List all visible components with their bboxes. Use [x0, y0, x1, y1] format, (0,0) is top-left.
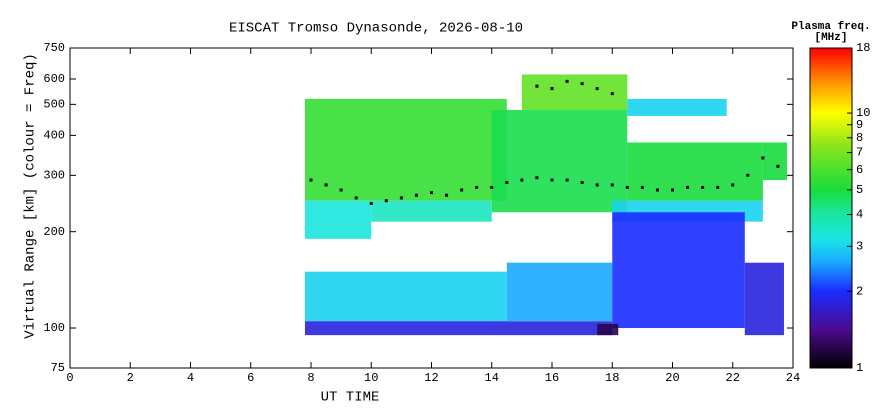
- trace-point: [309, 178, 313, 182]
- colorbar-tick-label: 6: [856, 163, 863, 177]
- x-tick-label: 6: [247, 371, 254, 385]
- echo-region: [506, 262, 613, 322]
- echo-region: [627, 142, 763, 201]
- echo-region: [304, 98, 507, 201]
- trace-point: [490, 185, 494, 189]
- colorbar-tick-label: 10: [856, 106, 870, 120]
- colorbar-tick-label: 5: [856, 183, 863, 197]
- colorbar-title: Plasma freq.: [791, 21, 870, 33]
- echo-region: [371, 200, 492, 222]
- colorbar-unit: [MHz]: [814, 32, 847, 44]
- echo-region: [597, 323, 619, 336]
- colorbar-tick-label: 2: [856, 284, 863, 298]
- trace-point: [625, 185, 629, 189]
- colorbar-tick-label: 1: [856, 361, 863, 375]
- trace-point: [550, 178, 554, 182]
- trace-point: [399, 196, 403, 200]
- trace-point: [686, 185, 690, 189]
- trace-point: [339, 188, 343, 192]
- trace-point: [565, 178, 569, 182]
- x-tick-label: 2: [127, 371, 134, 385]
- trace-point: [580, 82, 584, 86]
- x-tick-label: 24: [786, 371, 800, 385]
- echo-region: [627, 98, 727, 116]
- trace-point: [550, 87, 554, 91]
- echo-region: [744, 262, 784, 336]
- trace-point: [595, 87, 599, 91]
- x-axis-label: UT TIME: [321, 390, 380, 406]
- colorbar-tick-label: 3: [856, 240, 863, 254]
- trace-point: [716, 185, 720, 189]
- trace-point: [671, 188, 674, 192]
- trace-point: [354, 196, 358, 200]
- echo-region: [304, 271, 507, 322]
- trace-point: [430, 191, 433, 195]
- trace-point: [520, 178, 524, 182]
- echo-region: [491, 110, 628, 213]
- x-tick-label: 0: [66, 371, 73, 385]
- trace-point: [610, 92, 614, 96]
- trace-point: [384, 199, 388, 203]
- trace-point: [580, 180, 584, 184]
- colorbar-tick-label: 7: [856, 146, 863, 160]
- trace-point: [324, 183, 328, 187]
- trace-point: [414, 193, 418, 197]
- trace-point: [731, 183, 735, 187]
- y-axis-label: Virtual Range [km] (colour = Freq): [23, 53, 39, 339]
- trace-point: [505, 180, 509, 184]
- colorbar-tick-label: 18: [856, 41, 870, 55]
- trace-point: [535, 84, 539, 88]
- x-tick-label: 12: [424, 371, 438, 385]
- trace-point: [460, 188, 464, 192]
- x-tick-label: 4: [187, 371, 194, 385]
- x-tick-label: 14: [485, 371, 499, 385]
- trace-point: [369, 201, 373, 205]
- echo-region: [304, 321, 613, 336]
- echo-region: [612, 212, 745, 329]
- y-tick-label: 600: [43, 72, 65, 86]
- echo-region: [304, 200, 372, 239]
- trace-point: [475, 185, 479, 189]
- x-tick-label: 10: [364, 371, 378, 385]
- echo-region: [521, 74, 628, 111]
- y-tick-label: 400: [43, 129, 65, 143]
- colorbar-tick-label: 4: [856, 208, 863, 222]
- y-tick-label: 100: [43, 321, 65, 335]
- y-tick-label: 75: [51, 361, 65, 375]
- trace-point: [595, 183, 599, 187]
- x-tick-label: 18: [605, 371, 619, 385]
- x-tick-label: 20: [665, 371, 679, 385]
- colorbar-tick-label: 8: [856, 131, 863, 145]
- trace-point: [640, 185, 644, 189]
- chart-title: EISCAT Tromso Dynasonde, 2026-08-10: [229, 21, 523, 37]
- trace-point: [761, 156, 765, 160]
- trace-point: [565, 79, 569, 83]
- trace-point: [535, 176, 539, 180]
- y-tick-label: 500: [43, 98, 65, 112]
- trace-point: [701, 185, 705, 189]
- x-tick-label: 8: [307, 371, 314, 385]
- x-tick-label: 16: [545, 371, 559, 385]
- trace-point: [610, 183, 614, 187]
- colorbar: [809, 47, 853, 369]
- trace-point: [746, 173, 750, 177]
- trace-point: [655, 188, 659, 192]
- echo-region: [762, 142, 787, 181]
- y-tick-label: 750: [43, 41, 65, 55]
- colorbar-tick-label: 9: [856, 118, 863, 132]
- x-tick-label: 22: [726, 371, 740, 385]
- y-tick-label: 300: [43, 169, 65, 183]
- y-tick-label: 200: [43, 225, 65, 239]
- trace-point: [776, 164, 780, 168]
- trace-point: [445, 193, 449, 197]
